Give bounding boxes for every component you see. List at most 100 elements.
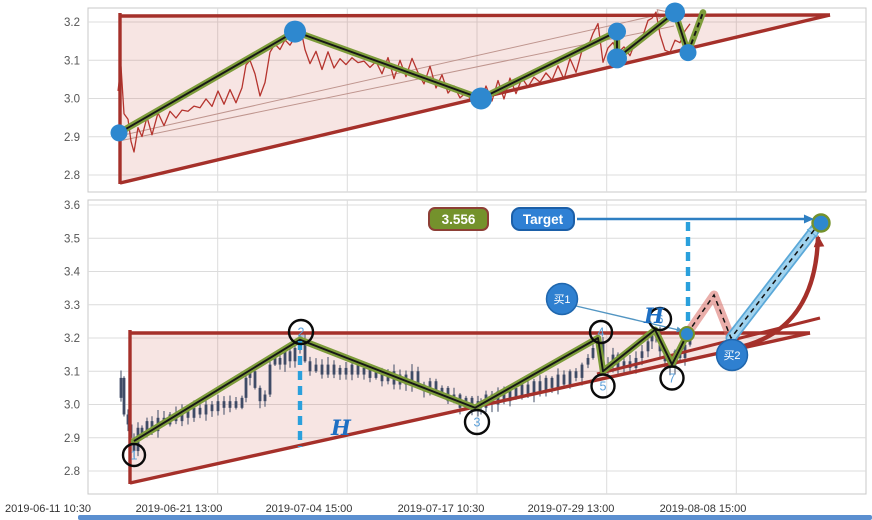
candle-body[interactable] — [368, 367, 372, 378]
wave-circle-6[interactable]: 6 — [647, 306, 673, 332]
candle-body[interactable] — [350, 364, 354, 375]
candle-body[interactable] — [428, 381, 432, 392]
candle-body[interactable] — [434, 381, 438, 395]
candle-body[interactable] — [253, 371, 257, 388]
top-pivot-dot-6[interactable] — [665, 2, 685, 23]
target-price-dot[interactable] — [811, 213, 831, 233]
top-pivot-dot-1[interactable] — [110, 124, 128, 142]
x-axis-label: 2019-06-11 10:30 — [5, 503, 91, 515]
candle-body[interactable] — [416, 371, 420, 385]
target-label-badge[interactable]: Target — [511, 207, 575, 231]
candle-body[interactable] — [314, 364, 318, 372]
candle-body[interactable] — [186, 411, 190, 418]
candle-body[interactable] — [150, 421, 154, 432]
candle-body[interactable] — [192, 407, 196, 418]
wave-number-label: 6 — [657, 313, 664, 327]
wave-circle-1[interactable]: 1 — [121, 442, 147, 468]
candle-body[interactable] — [332, 364, 336, 375]
candle-body[interactable] — [204, 404, 208, 415]
top-y-tick-label: 3.1 — [64, 55, 80, 67]
top-pivot-dot-4[interactable] — [608, 22, 626, 41]
candle-body[interactable] — [126, 414, 130, 425]
candle-body[interactable] — [550, 377, 554, 388]
candle-body[interactable] — [240, 397, 244, 408]
candle-body[interactable] — [410, 371, 414, 385]
bottom-panel-content: 1 2 3 4 5 6 7 H H 3.556 Target 买1 买2 — [119, 207, 831, 485]
top-pivot-dot-3[interactable] — [470, 87, 492, 110]
candle-body[interactable] — [288, 351, 292, 362]
candle-body[interactable] — [122, 377, 126, 415]
candle-body[interactable] — [380, 371, 384, 382]
wave-number-label: 7 — [669, 372, 676, 386]
candle-body[interactable] — [544, 377, 548, 392]
candle-body[interactable] — [268, 364, 272, 395]
candle-body[interactable] — [362, 367, 366, 375]
candle-body[interactable] — [326, 364, 330, 375]
candle-body[interactable] — [140, 427, 144, 435]
candle-body[interactable] — [222, 401, 226, 408]
candle-body[interactable] — [538, 381, 542, 392]
candle-body[interactable] — [273, 357, 277, 365]
candle-body[interactable] — [344, 367, 348, 375]
candle-body[interactable] — [258, 387, 262, 402]
candle-body[interactable] — [646, 341, 650, 352]
buy1-pointer-line — [575, 305, 684, 332]
candle-body[interactable] — [586, 357, 590, 365]
bottom-scrollbar[interactable] — [78, 515, 872, 520]
candle-body[interactable] — [591, 347, 595, 358]
candle-body[interactable] — [374, 371, 378, 378]
candle-body[interactable] — [293, 347, 297, 362]
candle-body[interactable] — [514, 387, 518, 398]
candle-body[interactable] — [568, 371, 572, 385]
candle-body[interactable] — [263, 394, 267, 402]
projection-curve-arrowhead-icon — [813, 235, 825, 248]
candle-body[interactable] — [145, 421, 149, 435]
candle-body[interactable] — [532, 381, 536, 395]
candle-body[interactable] — [210, 404, 214, 412]
candle-body[interactable] — [308, 361, 312, 372]
buy1-marker[interactable]: 买1 — [545, 282, 579, 316]
candle-body[interactable] — [180, 411, 184, 422]
wave-circle-4[interactable]: 4 — [588, 319, 614, 345]
bottom-y-tick-label: 3.5 — [64, 233, 80, 245]
candle-body[interactable] — [574, 371, 578, 378]
candle-body[interactable] — [650, 334, 654, 342]
candle-body[interactable] — [556, 374, 560, 388]
candle-body[interactable] — [440, 387, 444, 395]
wave-circle-2[interactable]: 2 — [287, 318, 315, 346]
candle-body[interactable] — [198, 407, 202, 415]
candle-body[interactable] — [580, 364, 584, 378]
candle-body[interactable] — [278, 357, 282, 365]
buy1-marker-label: 买1 — [553, 293, 570, 306]
top-pivot-dot-5[interactable] — [607, 48, 627, 69]
candle-body[interactable] — [502, 391, 506, 402]
candle-body[interactable] — [248, 371, 252, 378]
wave-circle-7[interactable]: 7 — [659, 365, 685, 391]
candle-body[interactable] — [356, 364, 360, 375]
wave-circle-3[interactable]: 3 — [463, 408, 491, 436]
candle-body[interactable] — [228, 401, 232, 408]
candle-body[interactable] — [320, 364, 324, 375]
candle-body[interactable] — [216, 401, 220, 412]
candle-body[interactable] — [640, 351, 644, 358]
top-pivot-dot-7[interactable] — [679, 44, 697, 62]
candle-body[interactable] — [283, 351, 287, 365]
candle-body[interactable] — [526, 384, 530, 395]
candle-body[interactable] — [622, 361, 626, 368]
top-zigzag-core-dashed — [687, 12, 704, 53]
wave-circle-5[interactable]: 5 — [590, 373, 616, 399]
buy2-marker[interactable]: 买2 — [715, 338, 749, 372]
top-y-tick-label: 3.2 — [64, 17, 80, 29]
candle-body[interactable] — [234, 401, 238, 408]
wave-circle-ring-3 — [463, 408, 491, 436]
candle-body[interactable] — [520, 384, 524, 398]
candle-body[interactable] — [508, 387, 512, 402]
breakout-pivot-dot[interactable] — [679, 326, 695, 342]
candle-body[interactable] — [303, 341, 307, 362]
candle-body[interactable] — [244, 377, 248, 398]
candle-body[interactable] — [562, 374, 566, 385]
candle-body[interactable] — [119, 377, 123, 398]
target-value-badge[interactable]: 3.556 — [428, 207, 489, 231]
candle-body[interactable] — [338, 367, 342, 375]
top-pivot-dot-2[interactable] — [284, 20, 306, 43]
